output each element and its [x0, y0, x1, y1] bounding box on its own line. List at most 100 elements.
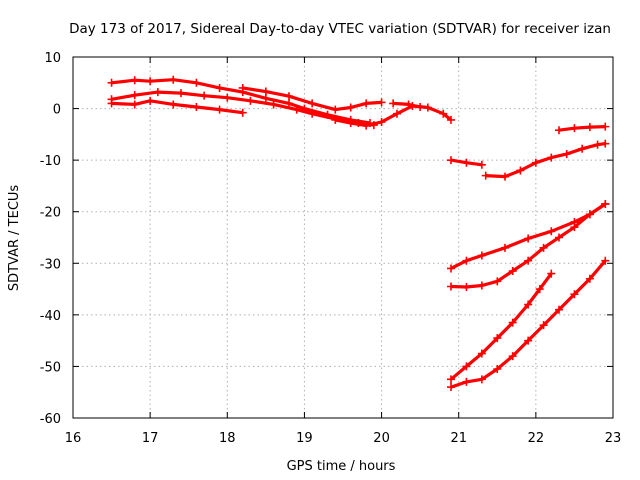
series-s12: [447, 269, 556, 384]
data-point: [362, 99, 371, 108]
data-point: [447, 115, 455, 124]
data-point: [447, 156, 455, 165]
data-point: [393, 109, 401, 118]
data-point: [516, 166, 525, 175]
data-point: [130, 76, 139, 85]
data-point: [570, 124, 579, 133]
data-point: [462, 283, 471, 292]
data-point: [524, 234, 533, 243]
data-point: [531, 158, 540, 167]
data-point: [547, 153, 556, 162]
data-point: [547, 227, 556, 236]
data-point: [146, 77, 155, 86]
x-tick-label: 23: [605, 431, 622, 446]
data-point: [524, 300, 533, 309]
data-point: [570, 290, 579, 299]
x-tick-label: 19: [296, 431, 313, 446]
data-point: [346, 119, 355, 128]
data-point: [192, 78, 201, 87]
data-point: [169, 100, 178, 109]
data-point: [423, 103, 432, 112]
data-point: [477, 251, 486, 260]
data-point: [547, 269, 556, 278]
data-series: [107, 75, 610, 392]
series-s9: [555, 122, 610, 135]
data-point: [439, 109, 448, 118]
data-point: [481, 171, 490, 180]
series-line: [449, 272, 553, 381]
data-point: [308, 109, 317, 118]
data-point: [501, 172, 509, 181]
y-tick-label: 10: [44, 51, 61, 66]
data-point: [107, 78, 116, 87]
data-point: [377, 98, 386, 107]
data-point: [462, 158, 471, 167]
data-point: [462, 362, 471, 371]
y-tick-label: 0: [53, 103, 61, 118]
data-point: [404, 100, 413, 109]
y-tick-label: -20: [40, 206, 61, 221]
data-point: [285, 99, 293, 108]
y-tick-label: -10: [40, 154, 61, 169]
data-point: [501, 243, 509, 252]
data-point: [130, 100, 139, 109]
data-point: [146, 96, 155, 105]
chart-title: Day 173 of 2017, Sidereal Day-to-day VTE…: [69, 21, 611, 37]
data-point: [177, 89, 185, 98]
series-s8: [481, 139, 610, 181]
plot-frame: [72, 56, 614, 419]
x-tick-label: 16: [65, 431, 82, 446]
data-point: [447, 264, 455, 273]
series-s3: [107, 96, 247, 117]
data-point: [462, 256, 471, 265]
data-point: [200, 91, 209, 100]
series-s6: [389, 99, 425, 112]
x-tick-label: 18: [219, 431, 236, 446]
data-point: [130, 91, 139, 100]
data-point: [477, 349, 486, 358]
data-point: [292, 105, 301, 114]
data-point: [447, 375, 455, 384]
data-point: [493, 277, 502, 286]
x-tick-label: 20: [373, 431, 390, 446]
data-point: [215, 105, 224, 114]
data-point: [238, 108, 247, 117]
x-tick-label: 22: [528, 431, 545, 446]
data-point: [524, 256, 533, 265]
data-point: [585, 123, 594, 132]
data-point: [477, 375, 486, 384]
data-point: [508, 267, 517, 276]
data-point: [269, 100, 278, 109]
data-point: [524, 336, 533, 345]
data-point: [555, 126, 563, 135]
data-point: [308, 99, 317, 108]
series-s7: [447, 156, 486, 169]
data-point: [585, 210, 594, 219]
data-point: [261, 87, 270, 96]
x-tick-label: 21: [450, 431, 467, 446]
data-point: [238, 83, 247, 92]
data-point: [246, 96, 255, 105]
data-point: [389, 99, 398, 108]
data-point: [447, 383, 455, 392]
data-point: [535, 285, 544, 294]
series-s11: [447, 199, 610, 292]
data-point: [346, 103, 355, 112]
data-point: [362, 121, 371, 130]
data-point: [539, 321, 548, 330]
data-point: [562, 149, 571, 158]
data-point: [508, 352, 517, 361]
data-point: [477, 160, 486, 169]
data-point: [331, 105, 340, 114]
x-axis-label: GPS time / hours: [287, 459, 396, 474]
data-point: [508, 318, 517, 327]
x-tick-label: 17: [142, 431, 159, 446]
data-point: [153, 88, 162, 97]
data-point: [585, 274, 594, 283]
y-tick-label: -40: [40, 309, 61, 324]
data-point: [555, 233, 563, 242]
data-point: [601, 256, 610, 265]
data-point: [223, 93, 232, 102]
data-point: [555, 305, 563, 314]
data-point: [462, 377, 471, 386]
